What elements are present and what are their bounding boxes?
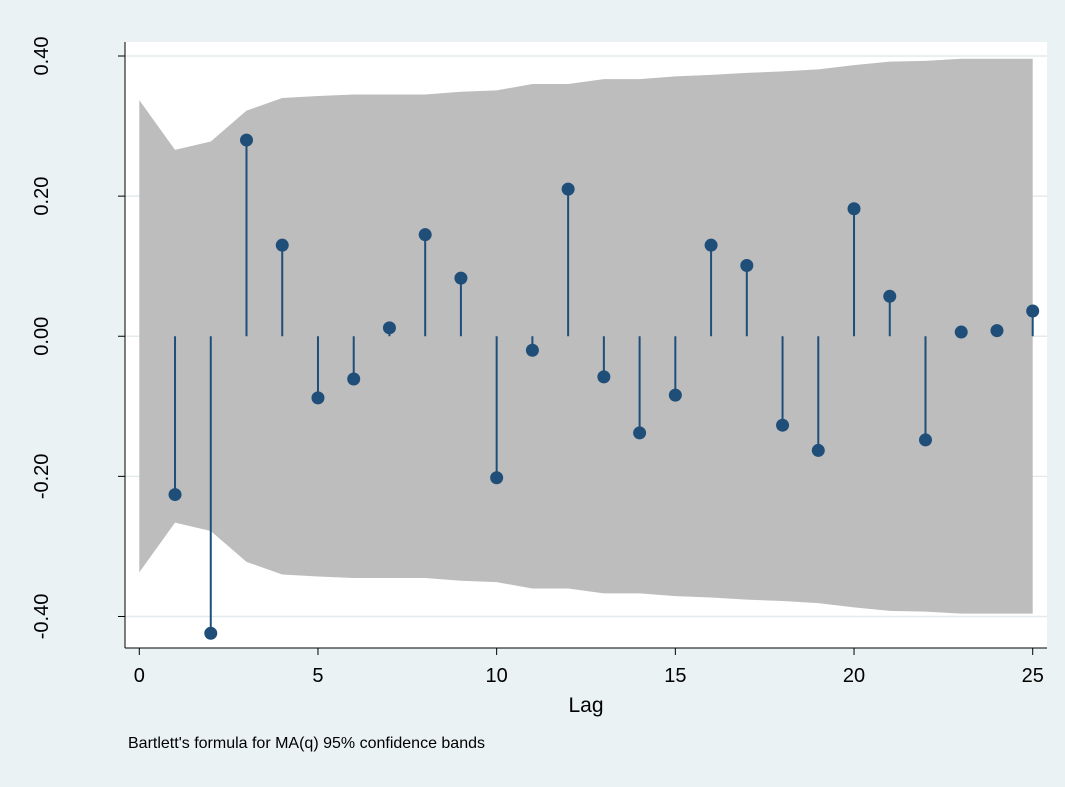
point-lag-23 — [954, 325, 968, 339]
x-tick-label-5: 25 — [1022, 665, 1044, 687]
point-lag-2 — [204, 626, 218, 640]
point-lag-6 — [347, 372, 361, 386]
point-lag-4 — [275, 238, 289, 252]
x-tick-label-2: 10 — [486, 665, 508, 687]
x-tick-label-0: 0 — [134, 665, 145, 687]
y-tick-label-4: 0.40 — [31, 37, 53, 76]
y-tick-label-3: 0.20 — [31, 177, 53, 216]
confidence-band — [139, 58, 1033, 614]
y-tick-label-0: -0.40 — [31, 594, 53, 640]
point-lag-7 — [382, 321, 396, 335]
point-lag-17 — [740, 258, 754, 272]
point-lag-21 — [883, 289, 897, 303]
point-lag-3 — [240, 133, 254, 147]
points — [168, 133, 1040, 640]
chart-note: Bartlett's formula for MA(q) 95% confide… — [128, 735, 485, 752]
point-lag-1 — [168, 488, 182, 502]
point-lag-5 — [311, 391, 325, 405]
point-lag-22 — [918, 433, 932, 447]
point-lag-14 — [633, 426, 647, 440]
point-lag-8 — [418, 228, 432, 242]
point-lag-13 — [597, 370, 611, 384]
point-lag-25 — [1026, 304, 1040, 318]
point-lag-24 — [990, 324, 1004, 338]
point-lag-19 — [811, 443, 825, 457]
y-axis-ticks: -0.40 -0.20 0.00 0.20 0.40 — [31, 37, 125, 640]
point-lag-18 — [776, 418, 790, 432]
x-tick-label-3: 15 — [664, 665, 686, 687]
x-tick-label-1: 5 — [312, 665, 323, 687]
point-lag-15 — [668, 388, 682, 402]
point-lag-20 — [847, 202, 861, 216]
y-tick-label-1: -0.20 — [31, 454, 53, 500]
point-lag-9 — [454, 271, 468, 285]
axes — [124, 42, 1047, 649]
point-lag-11 — [525, 343, 539, 357]
point-lag-16 — [704, 238, 718, 252]
x-tick-label-4: 20 — [843, 665, 865, 687]
x-axis-ticks: 0 5 10 15 20 25 — [134, 648, 1044, 687]
x-axis-title: Lag — [568, 694, 603, 717]
y-tick-label-2: 0.00 — [31, 317, 53, 356]
point-lag-12 — [561, 182, 575, 196]
point-lag-10 — [490, 471, 504, 485]
stems — [174, 140, 1034, 634]
